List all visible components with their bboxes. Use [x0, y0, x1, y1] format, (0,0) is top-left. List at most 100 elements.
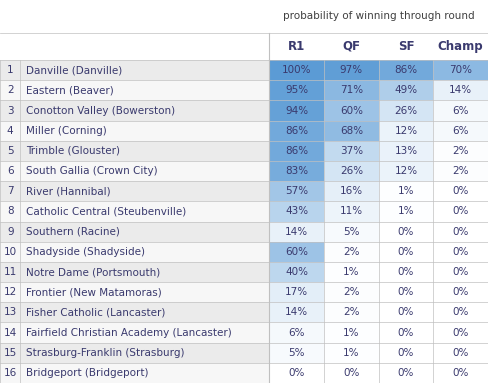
Text: 70%: 70% [449, 65, 472, 75]
Bar [433, 100, 488, 121]
Bar [324, 201, 379, 221]
Bar [0, 302, 269, 322]
Text: probability of winning through round: probability of winning through round [283, 11, 474, 21]
Bar [0, 161, 269, 181]
Bar [269, 322, 324, 343]
Text: Fisher Catholic (Lancaster): Fisher Catholic (Lancaster) [26, 308, 166, 318]
Bar [324, 60, 379, 80]
Text: 49%: 49% [394, 85, 418, 95]
Text: 16%: 16% [340, 186, 363, 196]
Bar [324, 181, 379, 201]
Bar [433, 141, 488, 161]
Text: 0%: 0% [452, 308, 469, 318]
Bar [269, 282, 324, 302]
Bar [433, 201, 488, 221]
Text: 1%: 1% [343, 267, 360, 277]
Text: 86%: 86% [285, 126, 308, 136]
Bar [379, 221, 433, 242]
Text: 0%: 0% [398, 308, 414, 318]
Text: Southern (Racine): Southern (Racine) [26, 227, 120, 237]
Bar [269, 80, 324, 100]
Text: Notre Dame (Portsmouth): Notre Dame (Portsmouth) [26, 267, 161, 277]
Bar [379, 282, 433, 302]
Bar [269, 161, 324, 181]
Bar [269, 100, 324, 121]
Text: 5%: 5% [288, 348, 305, 358]
Text: 0%: 0% [452, 327, 469, 337]
Text: 8: 8 [7, 206, 14, 216]
Bar [0, 121, 269, 141]
Bar [379, 100, 433, 121]
Text: 37%: 37% [340, 146, 363, 156]
Bar [269, 121, 324, 141]
Bar [269, 363, 324, 383]
Text: 12%: 12% [394, 126, 418, 136]
Text: Conotton Valley (Bowerston): Conotton Valley (Bowerston) [26, 106, 176, 116]
Text: 0%: 0% [452, 287, 469, 297]
Text: 2%: 2% [343, 247, 360, 257]
Bar [433, 262, 488, 282]
Bar [269, 201, 324, 221]
Text: Miller (Corning): Miller (Corning) [26, 126, 107, 136]
Text: 0%: 0% [452, 348, 469, 358]
Bar [379, 181, 433, 201]
Text: 5: 5 [7, 146, 14, 156]
Text: 6%: 6% [452, 106, 469, 116]
Text: Fairfield Christian Academy (Lancaster): Fairfield Christian Academy (Lancaster) [26, 327, 232, 337]
Bar [324, 363, 379, 383]
Text: 0%: 0% [398, 327, 414, 337]
Text: 0%: 0% [452, 267, 469, 277]
Text: 1%: 1% [343, 348, 360, 358]
Bar [0, 201, 269, 221]
Text: 9: 9 [7, 227, 14, 237]
Bar [433, 161, 488, 181]
Text: 43%: 43% [285, 206, 308, 216]
Text: SF: SF [398, 40, 414, 53]
Text: 0%: 0% [452, 368, 469, 378]
Text: 1%: 1% [398, 206, 414, 216]
Text: 0%: 0% [398, 247, 414, 257]
Text: 2: 2 [7, 85, 14, 95]
Text: 3: 3 [7, 106, 14, 116]
Bar [433, 221, 488, 242]
Text: 86%: 86% [285, 146, 308, 156]
Bar [379, 262, 433, 282]
Text: 6%: 6% [288, 327, 305, 337]
Bar [433, 363, 488, 383]
Text: 4: 4 [7, 126, 14, 136]
Text: Eastern (Beaver): Eastern (Beaver) [26, 85, 114, 95]
Bar [379, 343, 433, 363]
Text: 26%: 26% [394, 106, 418, 116]
Bar [269, 221, 324, 242]
Bar [324, 80, 379, 100]
Text: 0%: 0% [452, 247, 469, 257]
Text: 0%: 0% [452, 186, 469, 196]
Text: South Gallia (Crown City): South Gallia (Crown City) [26, 166, 158, 176]
Bar [324, 302, 379, 322]
Bar [324, 161, 379, 181]
Text: 6: 6 [7, 166, 14, 176]
Bar [433, 322, 488, 343]
Text: 1: 1 [7, 65, 14, 75]
Bar [0, 242, 269, 262]
Text: 1%: 1% [343, 327, 360, 337]
Bar [379, 363, 433, 383]
Bar [0, 100, 269, 121]
Text: 0%: 0% [398, 368, 414, 378]
Bar [0, 221, 269, 242]
Bar [324, 262, 379, 282]
Text: 71%: 71% [340, 85, 363, 95]
Bar [269, 141, 324, 161]
Bar [379, 322, 433, 343]
Bar [379, 242, 433, 262]
Text: 13%: 13% [394, 146, 418, 156]
Bar [433, 242, 488, 262]
Text: 10: 10 [4, 247, 17, 257]
Bar [0, 322, 269, 343]
Bar [379, 60, 433, 80]
Bar [324, 141, 379, 161]
Text: River (Hannibal): River (Hannibal) [26, 186, 111, 196]
Text: 11%: 11% [340, 206, 363, 216]
Bar [269, 60, 324, 80]
Bar [0, 60, 269, 80]
